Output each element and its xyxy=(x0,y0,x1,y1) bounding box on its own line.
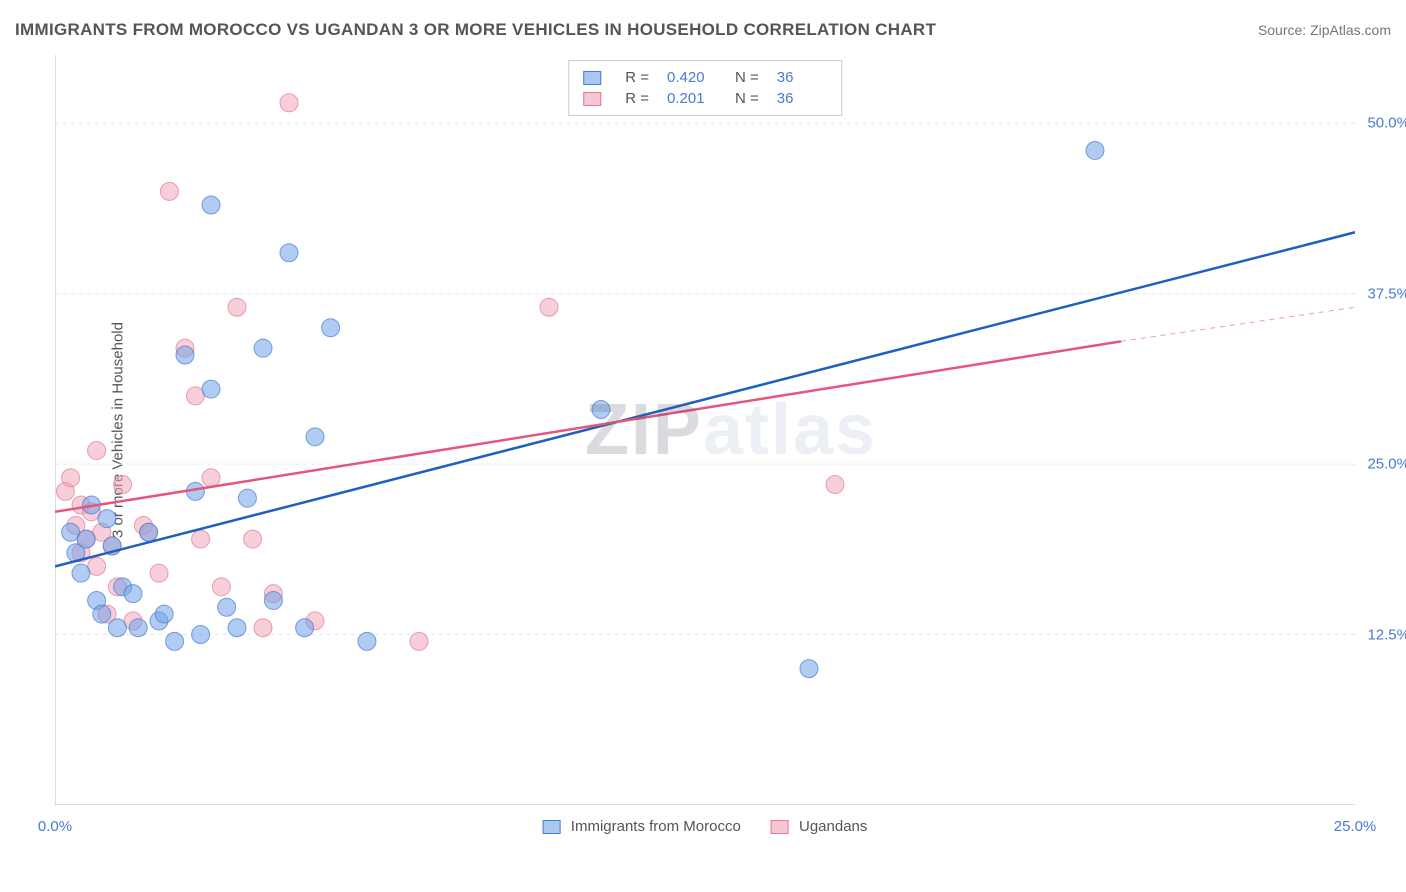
legend-r-value: 0.201 xyxy=(667,90,717,107)
legend-item: Immigrants from Morocco xyxy=(543,818,741,835)
legend-n-label: N = xyxy=(735,69,759,86)
legend-item: Ugandans xyxy=(771,818,868,835)
legend-label: Immigrants from Morocco xyxy=(571,818,741,835)
x-tick-label: 25.0% xyxy=(1334,818,1377,835)
legend-r-label: R = xyxy=(625,90,649,107)
legend-r-label: R = xyxy=(625,69,649,86)
chart-area: 3 or more Vehicles in Household ZIPatlas… xyxy=(55,55,1355,805)
legend-swatch-icon xyxy=(543,820,561,834)
y-tick-label: 25.0% xyxy=(1367,456,1406,473)
series-legend: Immigrants from Morocco Ugandans xyxy=(543,818,868,835)
legend-n-value: 36 xyxy=(777,90,827,107)
legend-row: R = 0.420 N = 36 xyxy=(583,67,827,88)
legend-n-label: N = xyxy=(735,90,759,107)
legend-swatch-icon xyxy=(771,820,789,834)
y-tick-label: 50.0% xyxy=(1367,115,1406,132)
legend-label: Ugandans xyxy=(799,818,867,835)
legend-swatch-icon xyxy=(583,92,601,106)
correlation-legend: R = 0.420 N = 36 R = 0.201 N = 36 xyxy=(568,60,842,116)
scatter-plot xyxy=(55,55,1355,805)
legend-row: R = 0.201 N = 36 xyxy=(583,88,827,109)
legend-r-value: 0.420 xyxy=(667,69,717,86)
legend-swatch-icon xyxy=(583,71,601,85)
chart-title: IMMIGRANTS FROM MOROCCO VS UGANDAN 3 OR … xyxy=(15,20,936,40)
legend-n-value: 36 xyxy=(777,69,827,86)
y-tick-label: 12.5% xyxy=(1367,626,1406,643)
source-label: Source: ZipAtlas.com xyxy=(1258,22,1391,38)
y-tick-label: 37.5% xyxy=(1367,285,1406,302)
x-tick-label: 0.0% xyxy=(38,818,72,835)
